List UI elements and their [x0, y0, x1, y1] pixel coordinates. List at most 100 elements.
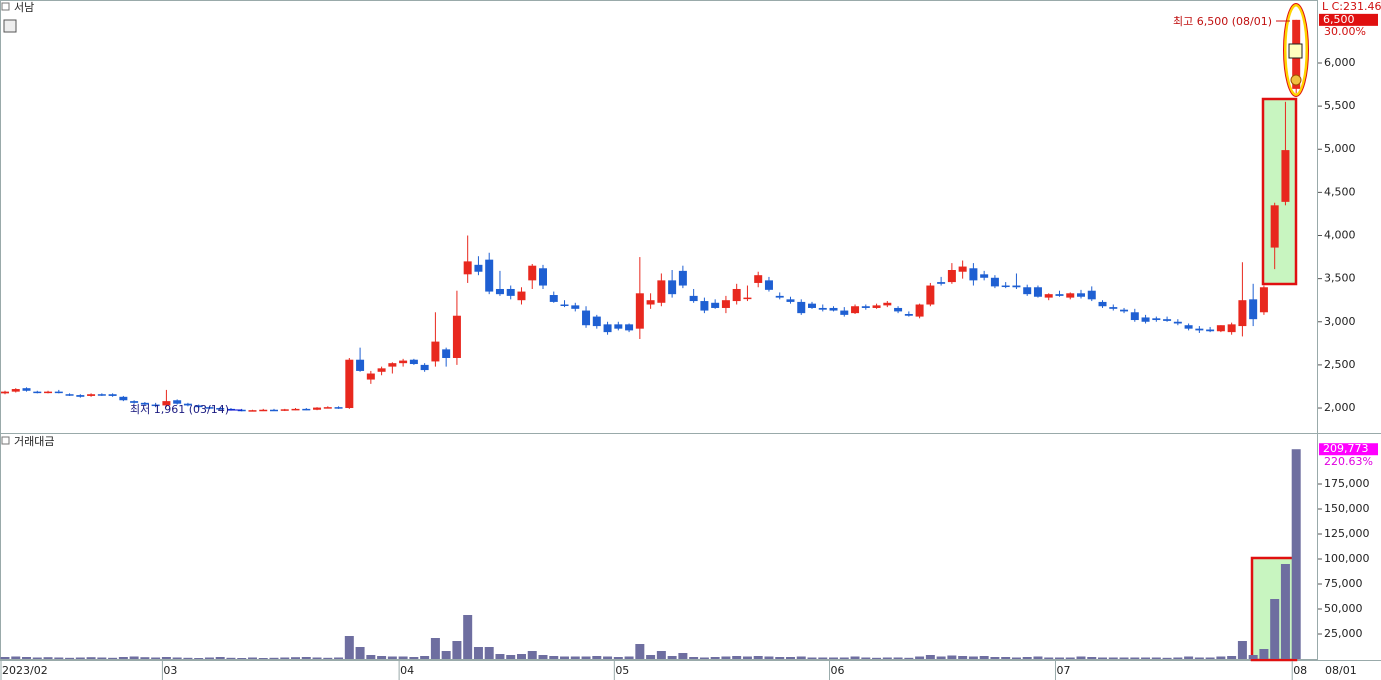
volume-bar: [129, 656, 139, 659]
volume-bar: [646, 655, 656, 659]
x-tick-label: 08: [1293, 664, 1307, 677]
last-value-box: [1319, 13, 1378, 26]
candle-body: [786, 299, 795, 302]
candle-body: [151, 404, 160, 407]
volume-bar: [75, 657, 85, 659]
volume-bar: [1022, 657, 1032, 659]
candle-body: [431, 341, 440, 362]
volume-bar: [506, 655, 516, 659]
table-icon[interactable]: [3, 19, 17, 33]
candle-body: [409, 359, 418, 365]
candle-body: [1249, 299, 1258, 320]
y-tick-label: 25,000: [1324, 627, 1363, 640]
candle-body: [313, 407, 322, 410]
volume-bar: [656, 651, 666, 659]
candle-body: [1120, 309, 1129, 312]
signal-marker: [1288, 43, 1303, 59]
signal-marker: [1290, 74, 1302, 86]
volume-bar: [861, 657, 871, 659]
candle-body: [861, 306, 870, 308]
volume-bar: [441, 651, 451, 659]
volume-bar: [65, 657, 75, 659]
volume-bar: [721, 656, 731, 659]
y-tick-label: 50,000: [1324, 602, 1363, 615]
volume-bar: [334, 657, 344, 659]
candle-body: [937, 282, 946, 284]
panel-title: 거래대금: [14, 435, 54, 448]
volume-bar: [420, 656, 430, 659]
candle-body: [1098, 301, 1107, 307]
volume-bar: [151, 657, 161, 659]
candle-body: [1259, 287, 1268, 313]
volume-bar: [194, 658, 204, 659]
candle-body: [33, 391, 42, 394]
volume-bar: [742, 656, 752, 659]
volume-bar: [775, 657, 785, 659]
candle-body: [366, 373, 375, 380]
x-tick-label: 05: [615, 664, 629, 677]
candle-body: [420, 364, 429, 371]
volume-bar: [818, 657, 828, 659]
candle-body: [1044, 294, 1053, 298]
candle-body: [11, 389, 20, 392]
candle-body: [183, 403, 192, 406]
volume-bar: [323, 657, 333, 659]
volume-bar: [807, 657, 817, 659]
candle-body: [1, 391, 9, 394]
candle-body: [1206, 329, 1215, 332]
volume-bar: [355, 647, 365, 659]
volume-bar: [904, 657, 914, 659]
volume-bar: [495, 654, 505, 659]
candle-body: [1023, 287, 1032, 295]
volume-bar: [1270, 599, 1280, 659]
candle-body: [732, 288, 741, 302]
low-note: 최저 1,961 (03/14): [130, 403, 229, 416]
volume-bar: [430, 638, 440, 659]
last-value-label: 209,773: [1323, 442, 1369, 455]
panel-icon: [1, 436, 10, 445]
volume-bar: [979, 656, 989, 659]
candle-body: [377, 368, 386, 372]
volume-bar: [990, 657, 1000, 659]
candle-body: [990, 277, 999, 287]
candle-body: [872, 305, 881, 308]
plot-frame: [0, 0, 1318, 660]
highlight-box: [1261, 97, 1298, 286]
candle-body: [173, 400, 182, 404]
volume-bar: [1205, 657, 1215, 659]
volume-bar: [710, 657, 720, 659]
y-tick-label: 6,000: [1324, 56, 1356, 69]
volume-bar: [204, 657, 214, 659]
volume-bar: [32, 657, 42, 659]
candle-body: [259, 409, 268, 412]
volume-bar: [1065, 657, 1075, 659]
candle-body: [248, 410, 257, 412]
candle-body: [980, 274, 989, 278]
volume-bar: [237, 658, 247, 659]
candle-body: [1012, 285, 1021, 288]
candle-body: [883, 302, 892, 306]
candle-body: [280, 409, 289, 411]
marks: [0, 19, 1301, 659]
candle-body: [969, 268, 978, 281]
volume-bar: [796, 656, 806, 659]
volume-bar: [183, 657, 193, 659]
volume-bar: [484, 647, 494, 659]
candle-body: [958, 266, 967, 272]
volume-bar: [258, 658, 268, 659]
candle-body: [808, 303, 816, 308]
candle-body: [635, 293, 644, 329]
candle-body: [1227, 324, 1236, 333]
volume-bar: [1033, 656, 1043, 659]
volume-bar: [764, 656, 774, 659]
candle-body: [657, 280, 666, 303]
candle-body: [947, 270, 956, 283]
volume-bar: [22, 657, 32, 659]
candle-body: [442, 349, 451, 358]
candle-body: [1195, 328, 1204, 331]
volume-bar: [291, 657, 301, 659]
candle-body: [818, 307, 827, 310]
volume-bar: [86, 657, 96, 659]
highlight-ellipse: [1283, 3, 1309, 97]
candle-body: [1077, 293, 1085, 297]
